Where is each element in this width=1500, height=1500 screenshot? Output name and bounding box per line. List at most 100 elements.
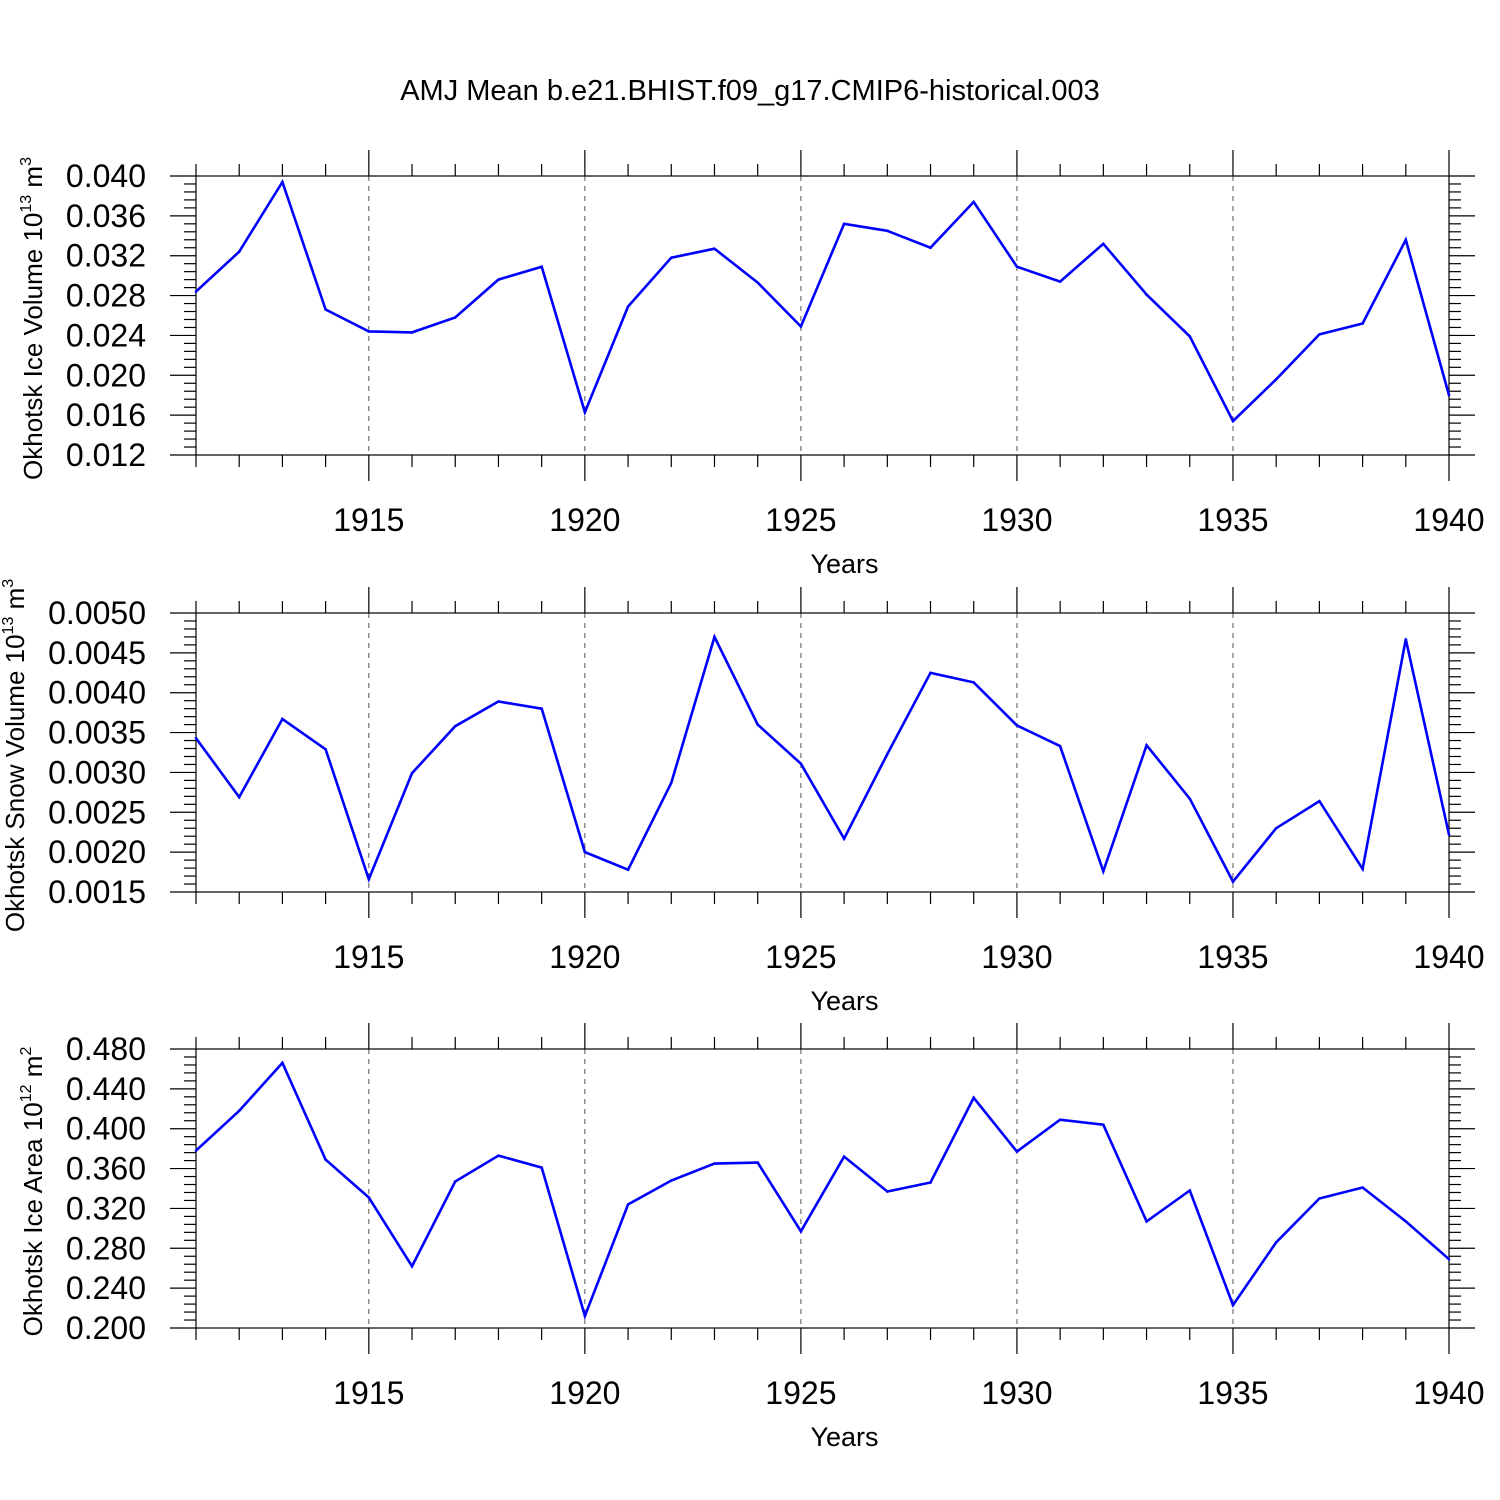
data-point-1930 — [1015, 1150, 1019, 1153]
x-axis-label: Years — [810, 549, 878, 579]
data-point-1926 — [842, 837, 846, 840]
data-point-1927 — [886, 1190, 889, 1193]
data-point-1913 — [281, 1061, 284, 1065]
x-tick-label: 1935 — [1197, 939, 1268, 975]
x-tick-label: 1940 — [1413, 939, 1484, 975]
data-point-1920 — [583, 850, 587, 854]
data-point-1937 — [1318, 1197, 1321, 1200]
data-point-1939 — [1404, 1220, 1408, 1223]
data-point-1919 — [540, 1166, 543, 1169]
data-point-1921 — [626, 868, 630, 871]
data-point-1940 — [1447, 393, 1451, 397]
data-point-1926 — [842, 1155, 846, 1158]
data-point-1928 — [929, 246, 932, 250]
data-point-1911 — [194, 290, 198, 293]
data-point-1922 — [669, 781, 673, 785]
x-tick-label: 1915 — [333, 939, 404, 975]
y-axis-label-unit-exponent: 3 — [0, 579, 17, 588]
y-axis-label-unit: m — [0, 588, 30, 617]
y-tick-label: 0.016 — [66, 397, 146, 433]
data-point-1916 — [410, 331, 414, 334]
data-point-1940 — [1447, 833, 1451, 836]
y-tick-label: 0.480 — [66, 1031, 146, 1067]
data-point-1917 — [453, 1180, 457, 1183]
data-point-1927 — [886, 229, 889, 233]
y-axis-label-unit: m — [18, 166, 48, 195]
x-tick-label: 1930 — [981, 939, 1052, 975]
panel-1: 1915 1920 1925 1930 1935 1940 Years 0.012 0.016 0… — [18, 150, 1485, 579]
data-point-1924 — [756, 1161, 759, 1164]
y-axis-label-unit: m — [18, 1056, 48, 1085]
y-axis-label-exponent: 13 — [18, 195, 35, 213]
data-point-1913 — [281, 717, 284, 721]
y-tick-label: 0.036 — [66, 198, 146, 234]
y-tick-label: 0.012 — [66, 437, 146, 473]
y-tick-label: 0.320 — [66, 1190, 146, 1226]
x-tick-label: 1935 — [1197, 502, 1268, 538]
y-tick-label: 0.028 — [66, 278, 146, 314]
series-line — [195, 178, 1451, 424]
data-point-1933 — [1145, 293, 1148, 296]
data-point-1931 — [1058, 744, 1062, 748]
data-point-1937 — [1318, 333, 1321, 336]
y-axis-label-main: Okhotsk Snow Volume 10 — [0, 634, 30, 932]
data-point-1929 — [972, 200, 976, 204]
y-tick-label: 0.032 — [66, 238, 146, 274]
data-point-1917 — [453, 724, 457, 728]
data-point-1930 — [1015, 724, 1019, 727]
data-point-1929 — [972, 681, 976, 684]
data-point-1930 — [1015, 265, 1019, 268]
panels: 1915 1920 1925 1930 1935 1940 Years 0.012 0.016 0… — [0, 150, 1485, 1452]
data-point-1920 — [583, 410, 587, 414]
data-point-1922 — [669, 1179, 673, 1182]
y-tick-label: 0.400 — [66, 1111, 146, 1147]
data-point-1935 — [1231, 419, 1235, 423]
x-tick-label: 1920 — [549, 1375, 620, 1411]
data-point-1921 — [626, 305, 630, 308]
x-tick-label: 1920 — [549, 502, 620, 538]
panel-2: 1915 1920 1925 1930 1935 1940 Years 0.0015 0.002… — [0, 579, 1485, 1016]
y-axis-label-main: Okhotsk Ice Volume 10 — [18, 213, 48, 480]
data-point-1922 — [669, 256, 673, 260]
x-axis-label: Years — [810, 1422, 878, 1452]
x-tick-label: 1925 — [765, 502, 836, 538]
y-axis-label-unit-exponent: 2 — [18, 1047, 35, 1056]
y-tick-label: 0.360 — [66, 1151, 146, 1187]
data-point-1934 — [1188, 335, 1192, 338]
y-axis-label-exponent: 13 — [0, 617, 17, 635]
data-point-1916 — [410, 771, 414, 775]
data-point-1936 — [1274, 826, 1278, 830]
data-point-1915 — [367, 330, 371, 333]
data-point-1918 — [497, 1154, 500, 1157]
data-point-1925 — [799, 1230, 803, 1233]
x-tick-label: 1935 — [1197, 1375, 1268, 1411]
data-point-1929 — [972, 1096, 976, 1100]
data-point-1936 — [1274, 1241, 1278, 1244]
plot-frame — [195, 612, 1450, 893]
data-point-1931 — [1058, 1118, 1062, 1122]
data-point-1912 — [237, 250, 241, 254]
x-tick-label: 1920 — [549, 939, 620, 975]
data-point-1920 — [583, 1314, 587, 1318]
x-tick-label: 1940 — [1413, 1375, 1484, 1411]
data-point-1917 — [453, 316, 457, 319]
data-point-1931 — [1058, 280, 1062, 283]
y-tick-label: 0.0025 — [48, 794, 146, 830]
x-tick-label: 1925 — [765, 1375, 836, 1411]
y-tick-label: 0.0015 — [48, 874, 146, 910]
data-point-1923 — [713, 1162, 716, 1165]
x-tick-label: 1930 — [981, 502, 1052, 538]
chart-title: AMJ Mean b.e21.BHIST.f09_g17.CMIP6-histo… — [400, 75, 1100, 107]
data-point-1925 — [799, 762, 803, 765]
data-point-1911 — [194, 736, 198, 740]
data-point-1919 — [540, 707, 543, 710]
plot-frame — [195, 175, 1450, 456]
y-tick-label: 0.200 — [66, 1310, 146, 1346]
data-point-1939 — [1404, 638, 1408, 641]
data-point-1918 — [497, 278, 500, 281]
y-tick-label: 0.024 — [66, 317, 146, 353]
y-tick-label: 0.0045 — [48, 635, 146, 671]
data-point-1934 — [1188, 1189, 1192, 1192]
data-point-1914 — [324, 1158, 327, 1161]
